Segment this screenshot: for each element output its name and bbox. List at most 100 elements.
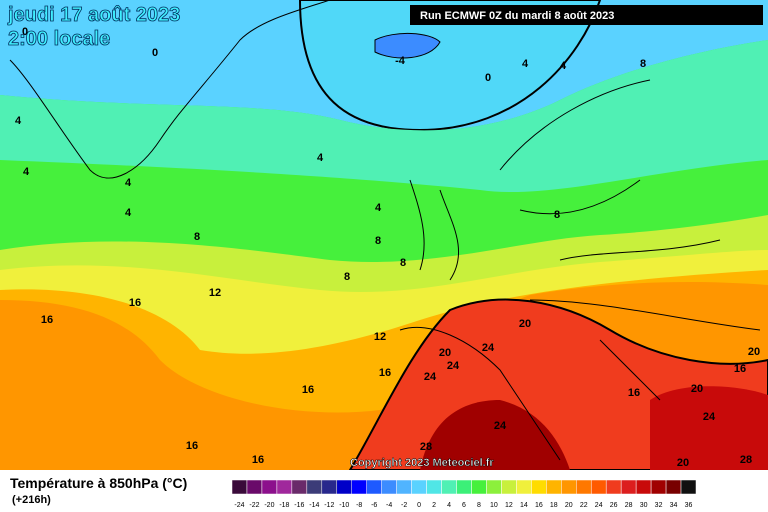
scale-swatch [650,479,667,495]
contour-label: 20 [691,383,703,395]
lead-time: (+216h) [12,494,51,506]
scale-swatch [306,479,323,495]
scale-label: 18 [550,502,558,509]
contour-label: 4 [522,58,529,70]
scale-label: -4 [386,502,392,509]
scale-swatch [635,479,652,495]
scale-label: 14 [520,502,528,509]
contour-label: 4 [375,202,382,214]
contour-label: 0 [22,26,28,38]
hot-core-east [650,386,768,470]
scale-swatch [246,479,263,495]
scale-label: 34 [670,502,678,509]
contour-label: 16 [252,454,264,466]
contour-label: 16 [129,297,141,309]
contour-label: 0 [152,47,158,59]
scale-swatch [366,479,382,495]
scale-swatch [351,479,367,495]
scale-swatch [291,479,308,495]
scale-label: -2 [401,502,407,509]
contour-label: 12 [209,287,221,299]
contour-label: 20 [439,347,451,359]
scale-label: 24 [595,502,603,509]
contour-label: 4 [560,60,567,72]
contour-label: 0 [485,72,491,84]
color-scale: -24 -22 -20 -18 -16 -14 -12 -10 -8 -6 -4 -2 0 2 4 6 8 10 1… [231,479,697,509]
scale-label: 20 [565,502,573,509]
contour-label: 20 [519,318,531,330]
contour-label: 4 [15,115,22,127]
legend-title: Température à 850hPa (°C) [10,475,187,491]
scale-label: -8 [356,502,362,509]
scale-label: -6 [371,502,377,509]
scale-swatch [261,479,278,495]
contour-label: 24 [447,360,460,372]
contour-label: 16 [41,314,53,326]
contour-label: 24 [494,420,507,432]
contour-label: 16 [628,387,640,399]
scale-swatch [620,479,637,495]
copyright: Copyright 2023 Meteociel.fr [350,457,494,469]
run-box [410,5,763,25]
contour-label: 4 [317,152,324,164]
contour-label: 16 [734,363,746,375]
contour-label: 20 [748,346,760,358]
scale-swatch [501,479,517,495]
scale-swatch [276,479,293,495]
scale-label: 26 [610,502,618,509]
date: jeudi 17 août 2023 [7,4,180,26]
scale-label: 22 [580,502,588,509]
scale-label: -20 [264,502,274,509]
scale-swatch [426,479,442,495]
scale-swatch [411,479,427,495]
scale-swatch [441,479,457,495]
zero-contour [298,0,602,132]
scale-label: 16 [535,502,543,509]
contour-label: 4 [125,177,132,189]
scale-swatch [576,479,592,495]
contour-label: 8 [640,58,646,70]
scale-label: 32 [655,502,663,509]
scale-label: 4 [447,502,451,509]
scale-swatch [396,479,412,495]
contour-label: 8 [194,231,200,243]
scale-swatch [546,479,562,495]
contour-label: 4 [23,166,30,178]
run-info: Run ECMWF 0Z du mardi 8 août 2023 [420,10,614,22]
scale-label: 36 [685,502,693,509]
contour-label: 16 [379,367,391,379]
scale-label: -12 [324,502,334,509]
scale-swatch [590,479,607,495]
coastlines [9,0,761,461]
contour-label: 4 [125,207,132,219]
scale-label: 12 [505,502,513,509]
contour-label: -4 [395,55,406,67]
local-time: 2:00 locale [8,28,110,50]
scale-swatch [486,479,502,495]
scale-swatch [665,479,682,495]
contour-label: 16 [302,384,314,396]
cool-band [0,40,768,193]
hot-core [420,400,570,470]
scale-swatch [336,479,352,495]
contour-label: 24 [424,371,437,383]
cold-core [374,32,441,59]
scale-swatch [456,479,472,495]
scale-label: -10 [339,502,349,509]
scale-label: 28 [625,502,633,509]
scale-swatch [680,479,697,495]
contour-label: 16 [186,440,198,452]
contour-label: 12 [374,331,386,343]
scale-swatch [381,479,397,495]
scale-label: -16 [294,502,304,509]
scale-swatch [516,479,532,495]
scale-label: 6 [462,502,466,509]
contour-label: 24 [703,411,716,423]
contour-label: 28 [740,454,752,466]
scale-label: -24 [234,502,244,509]
contour-label: 8 [554,209,560,221]
contour-label: 8 [375,235,381,247]
scale-label: -22 [249,502,259,509]
